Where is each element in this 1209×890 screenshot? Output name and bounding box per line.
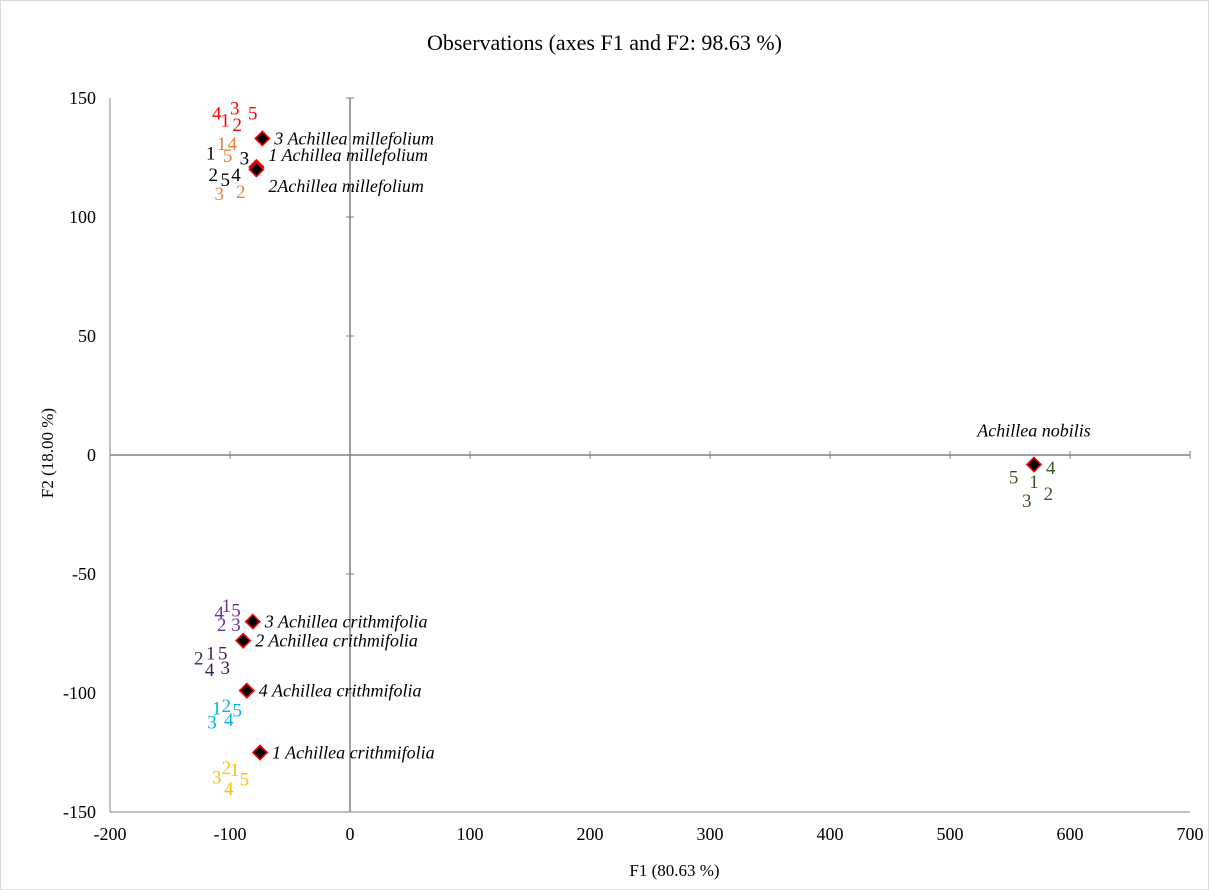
observation-point: 1 bbox=[230, 760, 240, 781]
observation-point: 5 bbox=[232, 701, 242, 722]
x-tick-label: -100 bbox=[214, 824, 247, 844]
centroid-label: 4 Achillea crithmifolia bbox=[259, 681, 422, 701]
x-tick-label: 100 bbox=[457, 824, 484, 844]
centroid-marker bbox=[248, 161, 265, 178]
observation-point: 5 bbox=[248, 103, 258, 124]
observation-point: 4 bbox=[212, 103, 222, 124]
centroid-marker bbox=[244, 613, 262, 630]
observation-point: 5 bbox=[223, 146, 233, 167]
observation-point: 4 bbox=[1046, 458, 1056, 479]
x-tick-label: -200 bbox=[94, 824, 127, 844]
x-tick-label: 700 bbox=[1177, 824, 1204, 844]
x-tick-label: 200 bbox=[577, 824, 604, 844]
centroid-marker bbox=[251, 744, 269, 761]
observation-point: 2 bbox=[236, 182, 246, 203]
observation-point: 2 bbox=[194, 648, 204, 669]
y-tick-label: 50 bbox=[78, 326, 96, 346]
y-tick-label: 0 bbox=[87, 445, 96, 465]
x-tick-label: 300 bbox=[697, 824, 724, 844]
x-tick-label: 0 bbox=[346, 824, 355, 844]
observation-point: 4 bbox=[231, 165, 241, 186]
observation-point: 3 bbox=[230, 99, 240, 120]
observation-point: 3 bbox=[1022, 491, 1032, 512]
centroid-label: 3 Achillea millefolium bbox=[273, 128, 434, 148]
centroid-label: 1 Achillea millefolium bbox=[268, 145, 428, 165]
observation-point: 1 bbox=[220, 110, 230, 131]
centroid-marker bbox=[1025, 456, 1043, 473]
observation-point: 3 bbox=[207, 713, 217, 734]
observation-point: 4 bbox=[228, 134, 238, 155]
observation-point: 2 bbox=[222, 758, 232, 779]
centroid-marker bbox=[238, 682, 256, 699]
y-tick-label: 150 bbox=[69, 88, 96, 108]
y-tick-label: -50 bbox=[72, 564, 96, 584]
x-tick-label: 600 bbox=[1057, 824, 1084, 844]
centroid-label: 1 Achillea crithmifolia bbox=[272, 743, 435, 763]
observation-point: 4 bbox=[224, 710, 234, 731]
observation-point: 3 bbox=[231, 615, 241, 636]
x-tick-label: 500 bbox=[937, 824, 964, 844]
observation-point: 5 bbox=[218, 644, 228, 665]
y-tick-label: -100 bbox=[63, 683, 96, 703]
centroid-label: 2 Achillea crithmifolia bbox=[255, 631, 418, 651]
centroid-label: 3 Achillea crithmifolia bbox=[264, 612, 428, 632]
y-tick-label: 100 bbox=[69, 207, 96, 227]
x-axis-label: F1 (80.63 %) bbox=[629, 861, 720, 880]
observation-point: 2 bbox=[232, 115, 242, 136]
observation-point: 5 bbox=[231, 601, 241, 622]
observation-point: 1 bbox=[1029, 472, 1039, 493]
observation-point: 2 bbox=[217, 615, 227, 636]
observation-point: 1 bbox=[206, 144, 216, 165]
centroid-label: 2Achillea millefolium bbox=[268, 176, 423, 196]
observation-point: 3 bbox=[212, 767, 222, 788]
observation-point: 1 bbox=[206, 644, 216, 665]
x-tick-label: 400 bbox=[817, 824, 844, 844]
observation-point: 1 bbox=[212, 698, 222, 719]
observation-point: 2 bbox=[1044, 484, 1054, 505]
observation-point: 5 bbox=[220, 170, 230, 191]
observation-point: 4 bbox=[214, 603, 224, 624]
observation-point: 3 bbox=[220, 658, 230, 679]
observation-point: 4 bbox=[205, 660, 215, 681]
observation-point: 2 bbox=[208, 165, 218, 186]
chart-title: Observations (axes F1 and F2: 98.63 %) bbox=[426, 30, 782, 55]
observation-point: 3 bbox=[240, 149, 250, 170]
observation-point: 2 bbox=[222, 696, 232, 717]
observation-point: 5 bbox=[240, 770, 250, 791]
observation-point: 1 bbox=[217, 134, 227, 155]
centroid-label: Achillea nobilis bbox=[976, 421, 1090, 441]
centroid-marker bbox=[254, 130, 271, 147]
y-tick-label: -150 bbox=[63, 802, 96, 822]
observation-point: 5 bbox=[1009, 467, 1019, 488]
observation-point: 3 bbox=[214, 184, 224, 205]
centroid-marker bbox=[234, 632, 252, 649]
observation-point: 4 bbox=[224, 779, 234, 800]
observation-point: 1 bbox=[222, 596, 232, 617]
